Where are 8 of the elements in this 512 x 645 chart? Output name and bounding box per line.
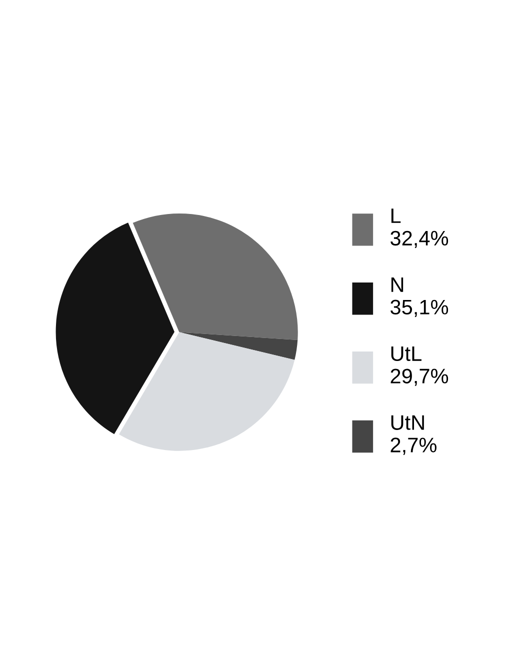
legend-label: UtL	[391, 346, 422, 362]
data-label: 35,1%	[390, 300, 448, 317]
data-label: 2,7%	[390, 438, 436, 455]
legend-label: L	[391, 208, 401, 223]
legend-label: UtN	[391, 415, 424, 430]
legend-label: N	[391, 278, 404, 292]
data-label: 29,7%	[390, 368, 448, 386]
data-label: 32,4%	[390, 230, 448, 248]
